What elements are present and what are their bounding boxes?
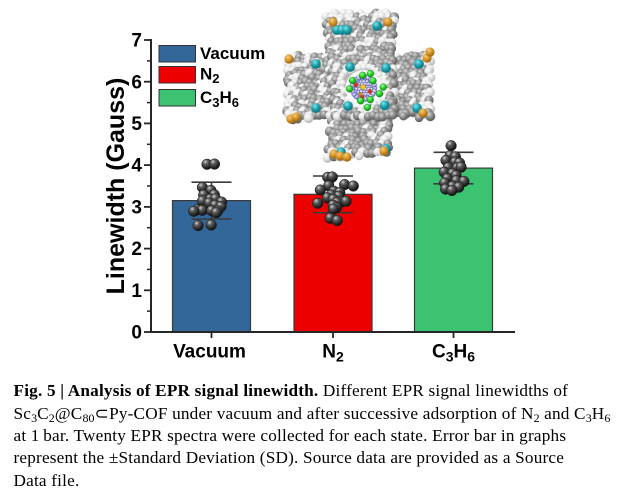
svg-text:5: 5 xyxy=(131,114,142,135)
svg-text:3: 3 xyxy=(131,198,142,219)
svg-text:7: 7 xyxy=(131,31,142,52)
svg-text:Vacuum: Vacuum xyxy=(173,342,246,363)
svg-text:0: 0 xyxy=(131,323,142,344)
svg-text:2: 2 xyxy=(131,239,142,260)
svg-text:Vacuum: Vacuum xyxy=(200,44,265,63)
svg-text:6: 6 xyxy=(131,72,142,93)
svg-text:N2: N2 xyxy=(322,342,344,365)
svg-text:C3H6: C3H6 xyxy=(432,342,475,365)
svg-text:Linewidth (Gauss): Linewidth (Gauss) xyxy=(102,78,130,295)
svg-text:4: 4 xyxy=(131,156,142,177)
svg-text:C3H6: C3H6 xyxy=(200,88,239,110)
svg-text:1: 1 xyxy=(131,281,142,302)
svg-text:N2: N2 xyxy=(200,64,220,86)
